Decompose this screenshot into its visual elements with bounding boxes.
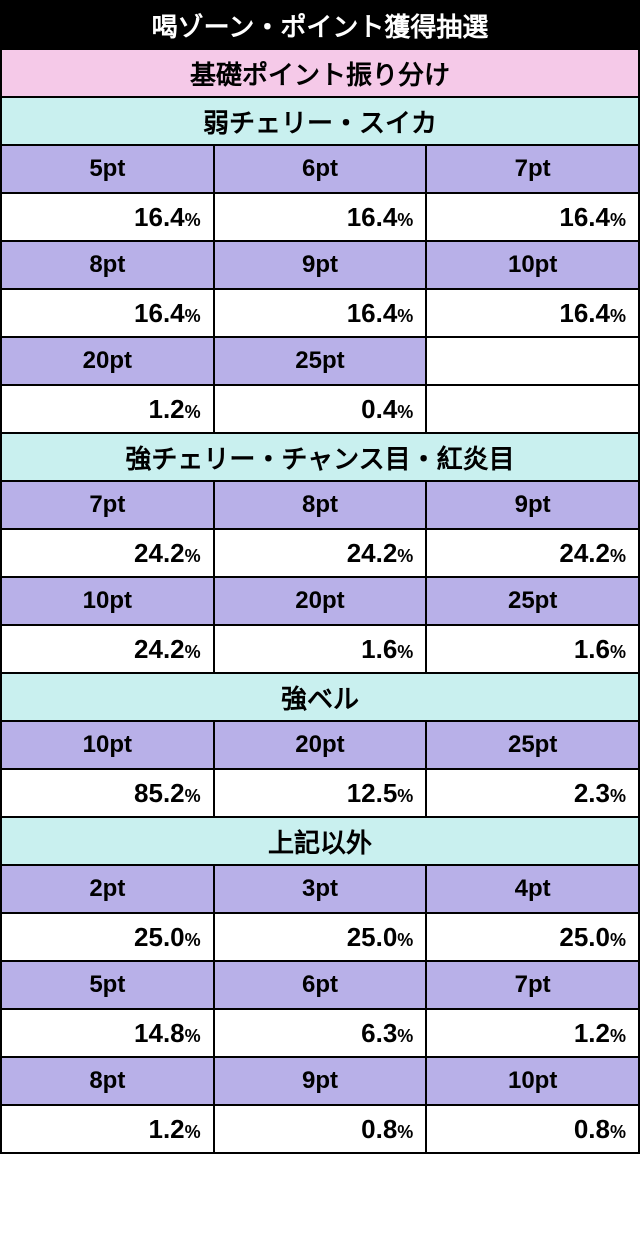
pt-header: 4pt	[426, 865, 639, 913]
pt-header: 7pt	[426, 145, 639, 193]
pt-header: 9pt	[426, 481, 639, 529]
pt-header: 9pt	[214, 241, 427, 289]
pt-header: 25pt	[214, 337, 427, 385]
pt-header: 8pt	[1, 241, 214, 289]
pt-header: 3pt	[214, 865, 427, 913]
value-cell: 1.2%	[1, 385, 214, 433]
value-cell: 25.0%	[214, 913, 427, 961]
pt-header: 7pt	[1, 481, 214, 529]
value-cell: 85.2%	[1, 769, 214, 817]
empty-cell	[426, 385, 639, 433]
pt-header: 5pt	[1, 145, 214, 193]
empty-cell	[426, 337, 639, 385]
pt-header: 10pt	[426, 241, 639, 289]
pt-header: 6pt	[214, 145, 427, 193]
pt-header: 10pt	[1, 577, 214, 625]
value-cell: 2.3%	[426, 769, 639, 817]
value-cell: 14.8%	[1, 1009, 214, 1057]
value-cell: 0.8%	[426, 1105, 639, 1153]
value-cell: 12.5%	[214, 769, 427, 817]
value-cell: 16.4%	[214, 193, 427, 241]
value-cell: 25.0%	[1, 913, 214, 961]
pt-header: 5pt	[1, 961, 214, 1009]
pt-header: 2pt	[1, 865, 214, 913]
value-cell: 24.2%	[1, 529, 214, 577]
pt-header: 9pt	[214, 1057, 427, 1105]
value-cell: 24.2%	[214, 529, 427, 577]
value-cell: 24.2%	[1, 625, 214, 673]
section-header: 強ベル	[1, 673, 639, 721]
value-cell: 16.4%	[426, 193, 639, 241]
value-cell: 1.2%	[1, 1105, 214, 1153]
table-title: 喝ゾーン・ポイント獲得抽選	[1, 1, 639, 49]
pt-header: 20pt	[214, 577, 427, 625]
value-cell: 24.2%	[426, 529, 639, 577]
pt-header: 8pt	[1, 1057, 214, 1105]
pt-header: 25pt	[426, 577, 639, 625]
pt-header: 20pt	[214, 721, 427, 769]
section-header: 上記以外	[1, 817, 639, 865]
value-cell: 16.4%	[1, 289, 214, 337]
value-cell: 0.8%	[214, 1105, 427, 1153]
value-cell: 1.6%	[426, 625, 639, 673]
main-header: 基礎ポイント振り分け	[1, 49, 639, 97]
value-cell: 25.0%	[426, 913, 639, 961]
pt-header: 7pt	[426, 961, 639, 1009]
pt-header: 20pt	[1, 337, 214, 385]
pt-header: 6pt	[214, 961, 427, 1009]
value-cell: 0.4%	[214, 385, 427, 433]
value-cell: 6.3%	[214, 1009, 427, 1057]
value-cell: 1.2%	[426, 1009, 639, 1057]
pt-header: 25pt	[426, 721, 639, 769]
section-header: 強チェリー・チャンス目・紅炎目	[1, 433, 639, 481]
value-cell: 16.4%	[1, 193, 214, 241]
value-cell: 16.4%	[214, 289, 427, 337]
pt-header: 8pt	[214, 481, 427, 529]
pt-header: 10pt	[426, 1057, 639, 1105]
points-table: 喝ゾーン・ポイント獲得抽選基礎ポイント振り分け弱チェリー・スイカ5pt6pt7p…	[0, 0, 640, 1154]
pt-header: 10pt	[1, 721, 214, 769]
section-header: 弱チェリー・スイカ	[1, 97, 639, 145]
value-cell: 1.6%	[214, 625, 427, 673]
value-cell: 16.4%	[426, 289, 639, 337]
